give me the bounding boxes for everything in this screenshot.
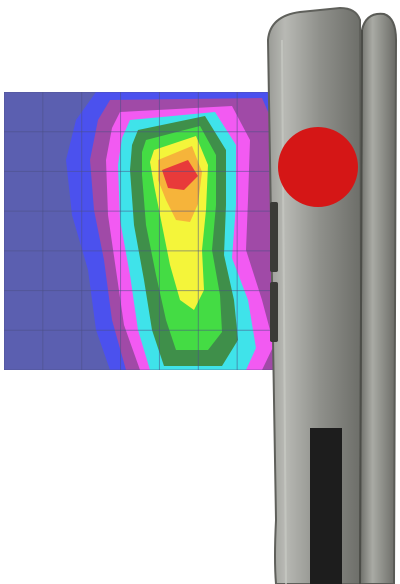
heat-level-9 — [162, 160, 198, 190]
sar-heatmap — [4, 92, 276, 370]
side-button-lower — [270, 282, 278, 342]
phone-edge-line — [359, 29, 363, 584]
side-button-upper — [270, 202, 278, 272]
phone-spine — [358, 12, 398, 584]
connector-slot — [310, 428, 342, 584]
phone-highlight-line — [281, 39, 287, 584]
heatmap-grid — [4, 92, 276, 370]
phone-device-icon — [266, 6, 398, 584]
antenna-marker-icon — [278, 127, 358, 207]
